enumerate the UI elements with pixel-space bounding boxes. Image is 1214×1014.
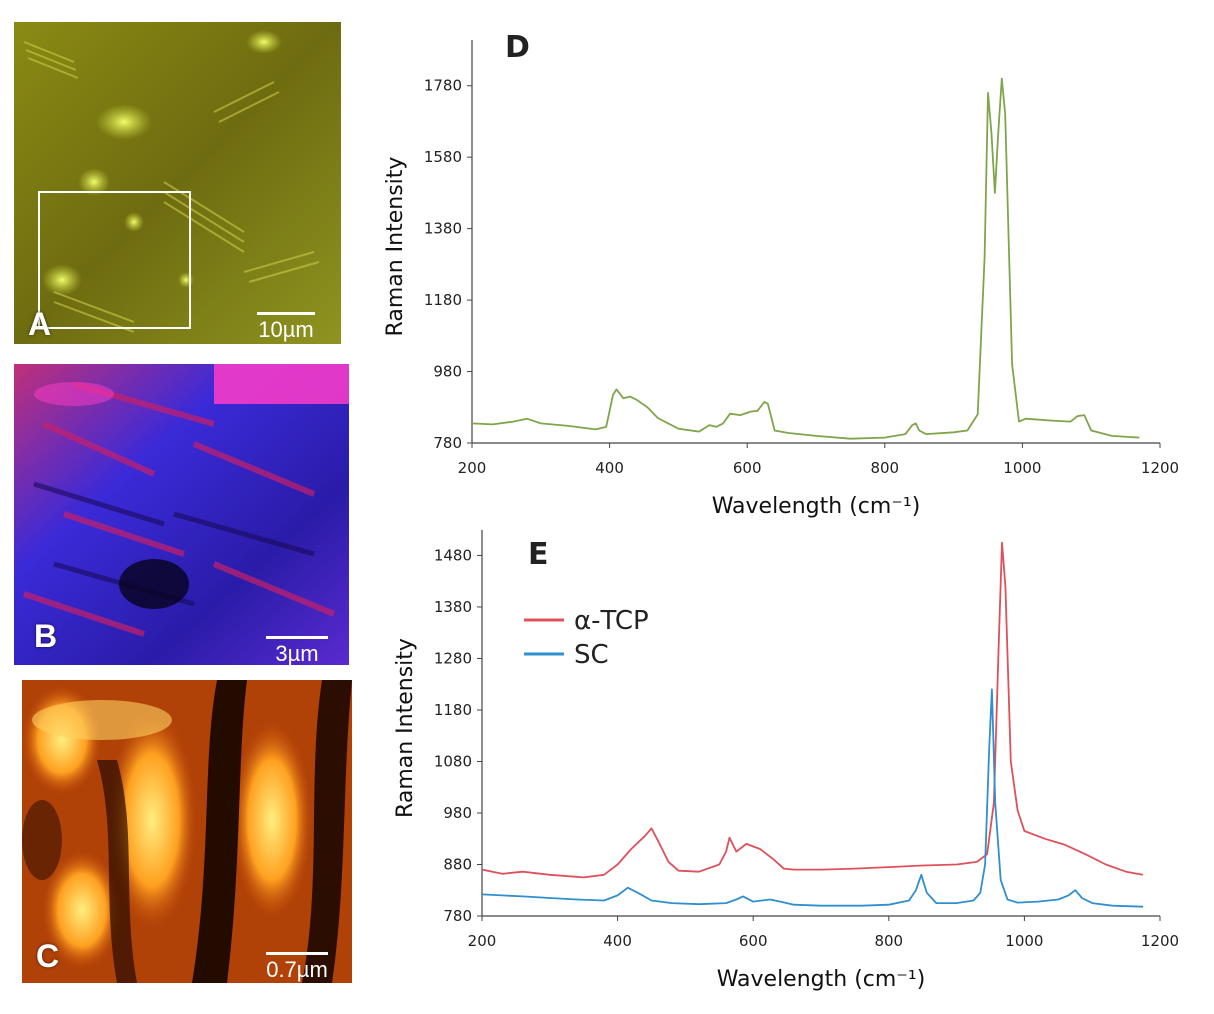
selection-box [38, 191, 191, 329]
chart-e-y-label: Raman Intensity [393, 638, 418, 818]
panel-a-label: A [28, 306, 52, 342]
panel-c-map: C 0.7µm [22, 680, 352, 983]
chart-d-series-spectrum-line [471, 77, 1140, 440]
chart-e-y-tick-label: 1280 [434, 649, 472, 667]
panel-c-label: C [36, 938, 60, 974]
chart-d-x-tick-label: 600 [733, 459, 762, 477]
chart-d-panel-label: D [505, 30, 530, 65]
chart-e-x-label: Wavelength (cm⁻¹) [717, 967, 926, 992]
chart-d-y-tick-label: 1180 [424, 291, 462, 309]
chart-d-y-tick-label: 1380 [424, 220, 462, 238]
panel-b-map: B 3µm [14, 364, 349, 665]
chart-e-x-tick-label: 800 [874, 932, 903, 950]
chart-e-y-tick-label: 1480 [434, 546, 472, 564]
chart-d-x-tick-label: 400 [595, 459, 624, 477]
panel-b-scale-bar: 3µm [262, 636, 332, 665]
chart-e-x-tick-label: 400 [603, 932, 632, 950]
chart-d-y-label: Raman Intensity [383, 157, 408, 337]
panel-a-image [14, 22, 341, 344]
chart-e-panel-label: E [528, 537, 549, 572]
chart-e-x-tick-label: 1200 [1141, 932, 1179, 950]
chart-d-y-tick-label: 980 [433, 363, 462, 381]
chart-e-x-tick-label: 600 [739, 932, 768, 950]
chart-e-legend-label: SC [574, 640, 609, 670]
chart-e-y-tick-label: 1380 [434, 598, 472, 616]
chart-e-y-tick-label: 880 [443, 855, 472, 873]
chart-d-y-tick-label: 1580 [424, 148, 462, 166]
chart-e-x-tick-label: 200 [468, 932, 497, 950]
chart-d-x-tick-label: 200 [458, 459, 487, 477]
chart-d-y-tick-label: 1780 [424, 77, 462, 95]
chart-d-x-tick-label: 800 [870, 459, 899, 477]
chart-e-series-sc-line [481, 688, 1144, 908]
panel-c-image [22, 680, 352, 983]
chart-e-x-tick-label: 1000 [1005, 932, 1043, 950]
chart-e-y-tick-label: 780 [443, 907, 472, 925]
panel-b-image [14, 364, 349, 665]
chart-e-y-tick-label: 980 [443, 804, 472, 822]
panel-a-scale-bar: 10µm [246, 312, 326, 343]
chart-d-x-tick-label: 1200 [1141, 459, 1179, 477]
panel-b-label: B [34, 618, 58, 654]
chart-e-y-tick-label: 1180 [434, 701, 472, 719]
chart-e-legend-label: α-TCP [574, 606, 649, 636]
chart-e-y-tick-label: 1080 [434, 752, 472, 770]
panel-b-scale-label: 3µm [275, 641, 319, 665]
chart-e-series-tcp-line [481, 541, 1144, 879]
panel-c-scale-label: 0.7µm [266, 957, 328, 982]
chart-d-x-label: Wavelength (cm⁻¹) [712, 494, 921, 519]
panel-a-micrograph: A 10µm [14, 22, 341, 344]
panel-a-scale-label: 10µm [258, 317, 314, 342]
chart-d-y-tick-label: 780 [433, 434, 462, 452]
panel-c-scale-bar: 0.7µm [254, 952, 340, 983]
chart-d-x-tick-label: 1000 [1003, 459, 1041, 477]
